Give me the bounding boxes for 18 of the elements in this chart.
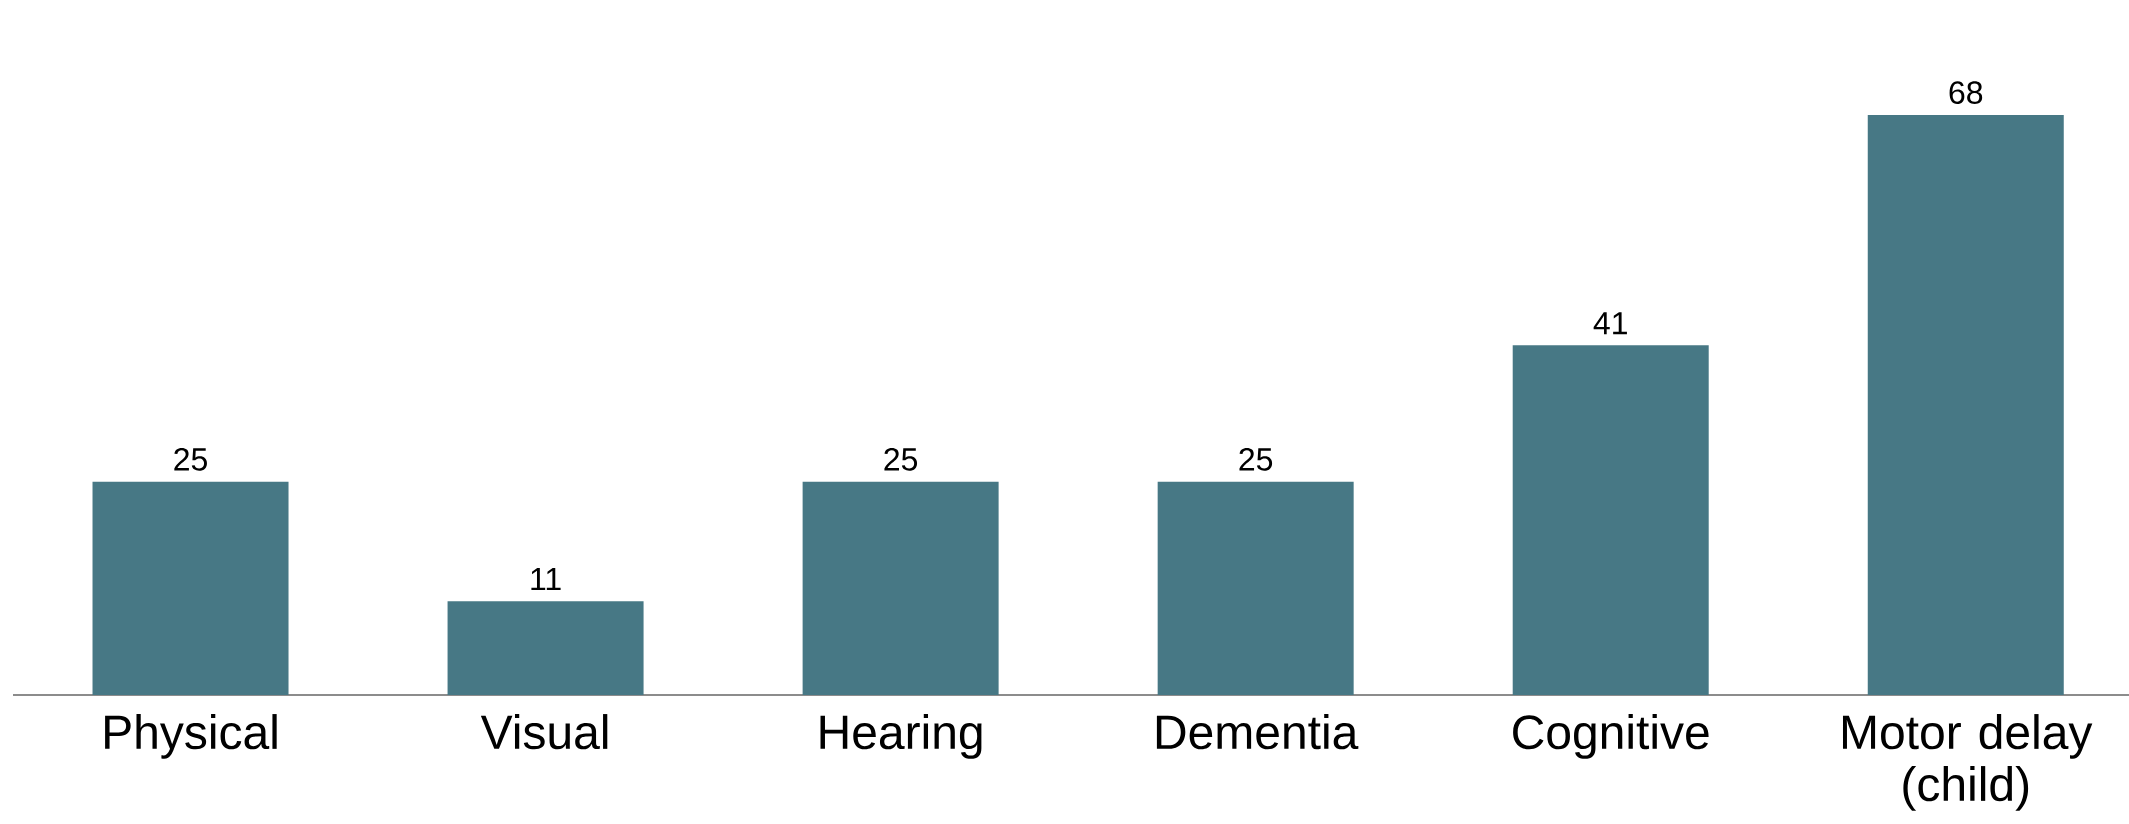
bar xyxy=(1512,345,1709,695)
x-tick-label: Motor delay (child) xyxy=(1842,714,2093,811)
x-tick-label: Hearing xyxy=(820,714,982,759)
bar xyxy=(92,481,289,695)
bar xyxy=(1867,114,2064,695)
data-label: 68 xyxy=(1949,81,1983,104)
bar xyxy=(447,601,644,695)
data-label: 11 xyxy=(531,568,561,591)
data-label: 25 xyxy=(884,448,918,471)
x-tick-label: Dementia xyxy=(1156,714,1359,750)
data-label: 25 xyxy=(174,448,207,471)
x-tick-label: Visual xyxy=(480,714,608,750)
data-label: 41 xyxy=(1593,312,1627,335)
bar xyxy=(1157,481,1354,695)
x-tick-label: Physical xyxy=(105,714,277,759)
x-tick-label: Cognitive xyxy=(1513,714,1709,759)
data-label: 25 xyxy=(1239,448,1273,471)
bar xyxy=(802,481,999,695)
